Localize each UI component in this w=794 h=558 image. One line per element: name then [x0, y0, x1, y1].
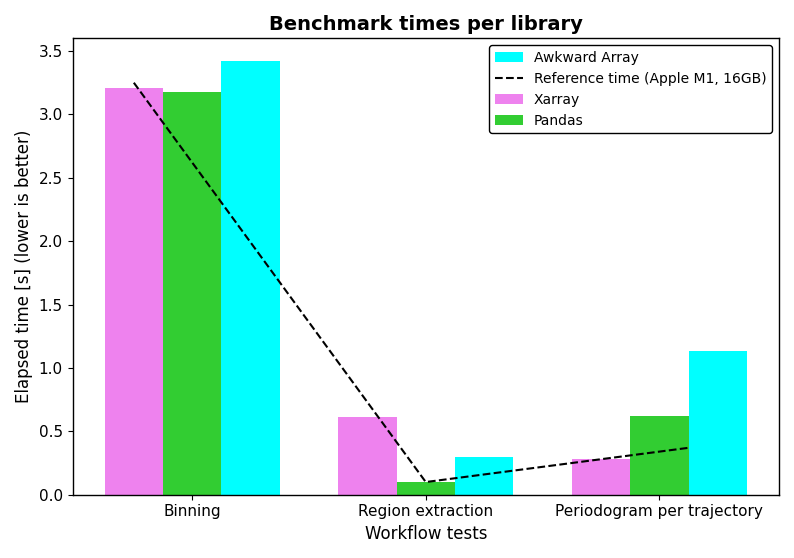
- Line: Reference time (Apple M1, 16GB): Reference time (Apple M1, 16GB): [134, 83, 688, 482]
- Reference time (Apple M1, 16GB): [421, 479, 430, 485]
- Reference time (Apple M1, 16GB): [129, 79, 139, 86]
- Bar: [338, 417, 396, 495]
- Bar: [572, 459, 630, 495]
- Bar: [163, 92, 222, 495]
- Bar: [105, 88, 163, 495]
- Title: Benchmark times per library: Benchmark times per library: [269, 15, 583, 34]
- Bar: [688, 352, 747, 495]
- Bar: [455, 456, 514, 495]
- Bar: [396, 482, 455, 495]
- X-axis label: Workflow tests: Workflow tests: [364, 525, 487, 543]
- Reference time (Apple M1, 16GB): [684, 445, 693, 451]
- Bar: [630, 416, 688, 495]
- Legend: Awkward Array, Reference time (Apple M1, 16GB), Xarray, Pandas: Awkward Array, Reference time (Apple M1,…: [489, 45, 772, 133]
- Bar: [222, 61, 279, 495]
- Y-axis label: Elapsed time [s] (lower is better): Elapsed time [s] (lower is better): [15, 130, 33, 403]
